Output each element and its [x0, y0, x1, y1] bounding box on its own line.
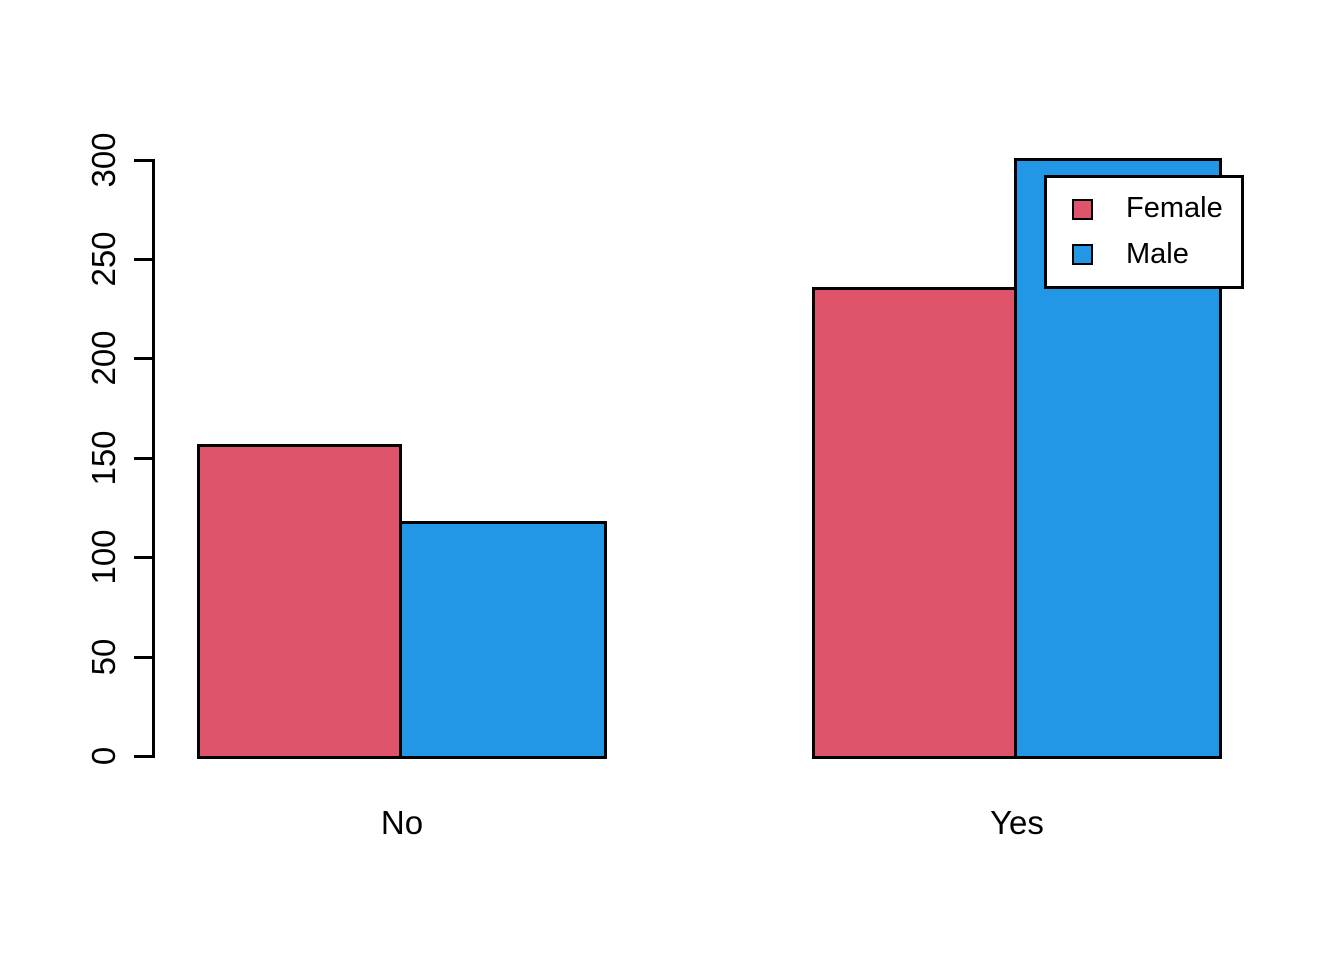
legend-item-female: Female	[1072, 192, 1241, 225]
bar-no-male	[399, 521, 607, 759]
male-color-swatch-icon	[1072, 244, 1093, 266]
y-axis-line	[152, 158, 155, 758]
y-axis-tick	[134, 258, 152, 261]
y-tick-label: 200	[85, 330, 122, 386]
legend-label-female: Female	[1126, 192, 1223, 225]
x-category-label-yes: Yes	[990, 804, 1044, 841]
legend-item-male: Male	[1072, 238, 1241, 271]
bar-yes-female	[812, 286, 1017, 759]
y-tick-label: 250	[85, 231, 122, 287]
legend-label-male: Male	[1126, 238, 1189, 270]
y-axis-tick	[134, 456, 152, 460]
bar-no-female	[197, 443, 402, 759]
female-color-swatch-icon	[1072, 198, 1093, 220]
y-tick-label: 0	[85, 746, 122, 766]
y-axis-tick	[134, 755, 152, 758]
x-category-label-no: No	[380, 804, 424, 841]
y-axis-tick	[134, 655, 152, 659]
y-tick-label: 50	[85, 638, 122, 675]
y-tick-label: 150	[85, 430, 122, 486]
legend: Female Male	[1044, 175, 1244, 289]
y-axis-tick	[134, 158, 152, 162]
y-axis-tick	[134, 556, 152, 560]
y-axis-tick	[134, 357, 152, 361]
y-tick-label: 300	[85, 132, 122, 188]
y-tick-label: 100	[85, 529, 122, 585]
